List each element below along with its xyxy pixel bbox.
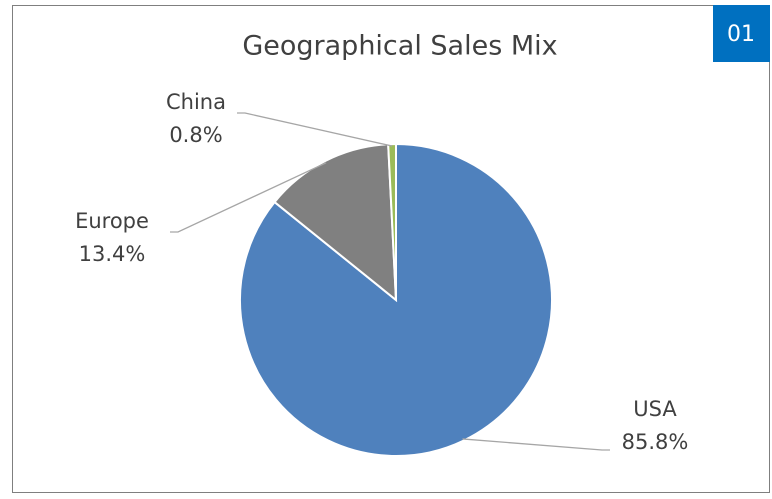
value-label: 0.8% (169, 123, 222, 147)
slice-label: China (166, 90, 226, 114)
slice-label: USA (633, 397, 677, 421)
leader-line (462, 438, 610, 451)
value-label: 13.4% (79, 242, 146, 266)
pie-slice (387, 142, 397, 301)
badge-box (713, 5, 770, 62)
badge: 01 (727, 22, 755, 47)
leader-line (237, 112, 393, 147)
leader-line (170, 162, 327, 233)
slice-label: Europe (75, 209, 149, 233)
pie-slice (273, 143, 398, 303)
value-label: 85.8% (622, 430, 689, 454)
chart-title: Geographical Sales Mix (242, 31, 557, 62)
